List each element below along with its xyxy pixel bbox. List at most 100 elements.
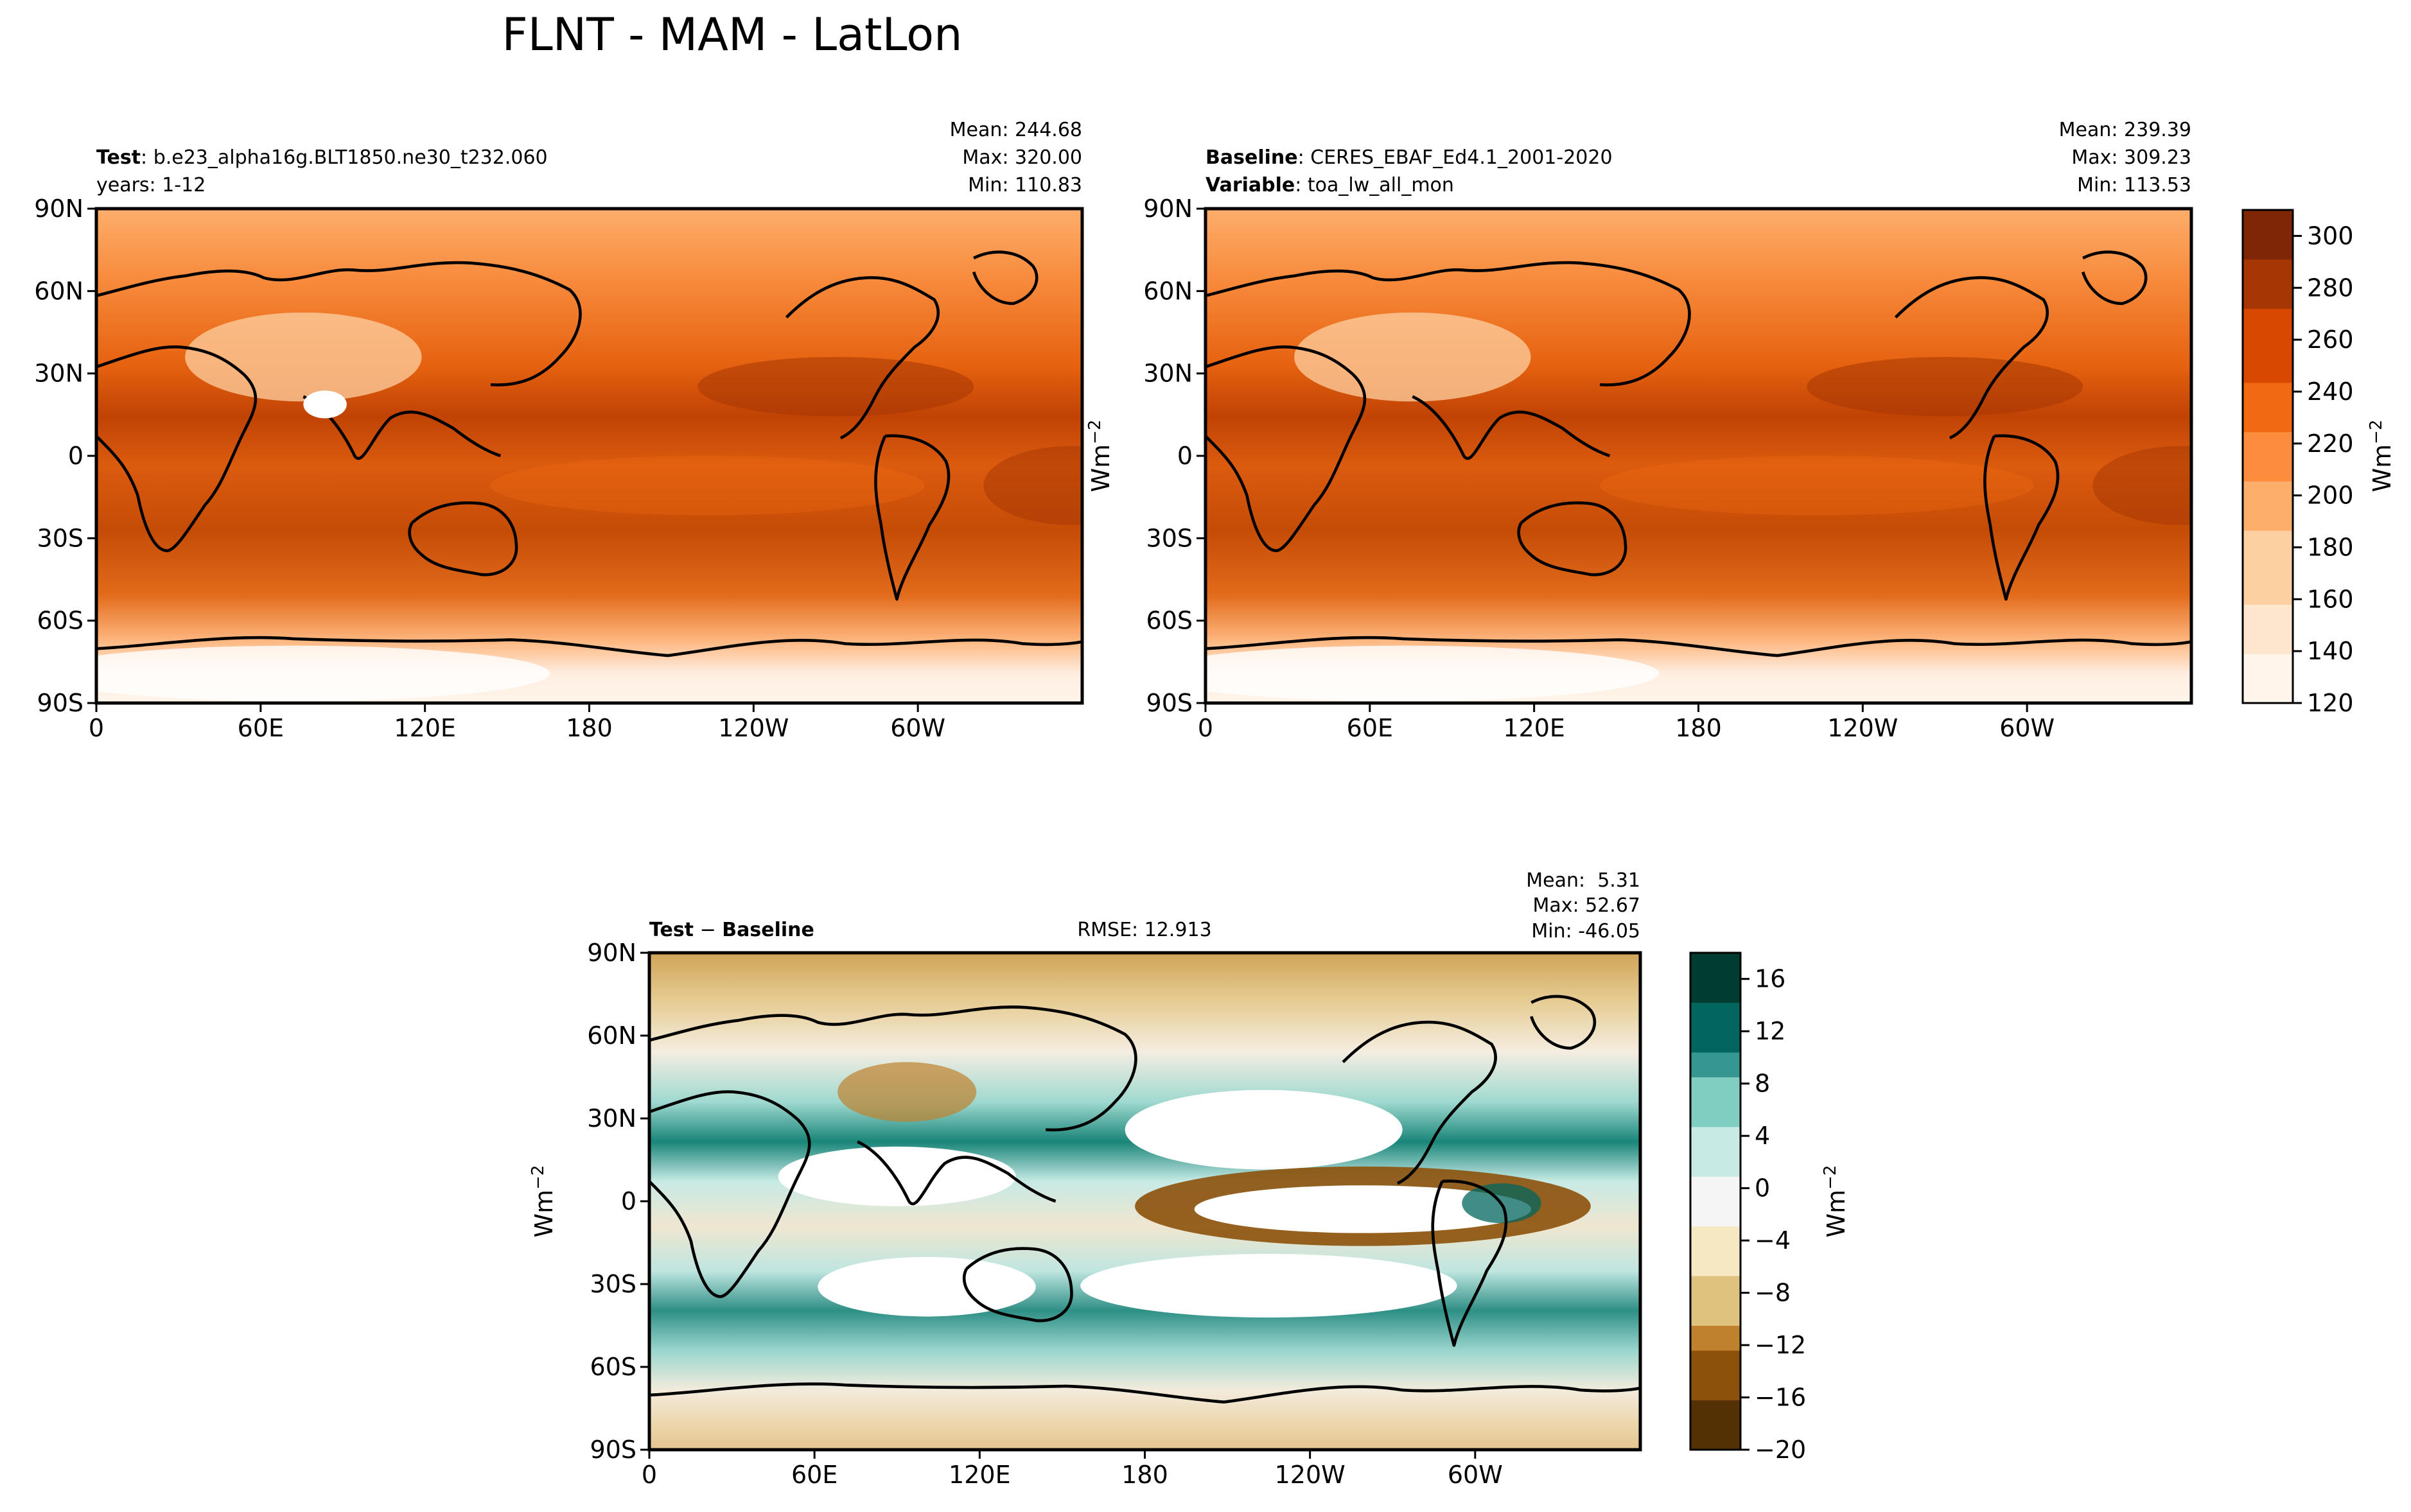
difference-colorbar-band: [1690, 1226, 1740, 1251]
baseline-stat-mean: Mean: 239.39: [2059, 119, 2191, 141]
baseline-label-bold: Baseline: [1206, 146, 1298, 169]
baseline-colorbar-tick-label: 140: [2307, 637, 2354, 665]
difference-colorbar-band: [1690, 1325, 1740, 1351]
baseline-colorbar-tick-label: 240: [2307, 378, 2354, 406]
difference-colorbar-tick-label: −4: [1755, 1226, 1791, 1255]
baseline-colorbar-tick-label: 300: [2307, 222, 2354, 250]
test-ytick-label: 60N: [34, 277, 83, 305]
difference-ylabel-base: Wm: [530, 1190, 558, 1238]
baseline-colorbar-tick-label: 160: [2307, 585, 2354, 613]
test-map: [96, 209, 1082, 703]
difference-colorbar-band: [1690, 1375, 1740, 1401]
test-xtick-label: 0: [89, 714, 104, 742]
difference-label-space-2: [716, 919, 723, 941]
difference-colorbar-tick-label: 8: [1755, 1070, 1770, 1098]
difference-xtick-label: 0: [642, 1461, 657, 1489]
baseline-colorbar-tick-label: 220: [2307, 430, 2354, 458]
difference-colorbar-tick-label: 16: [1755, 965, 1785, 993]
baseline-colorbar-band: [2243, 555, 2293, 580]
baseline-ytick-label: 0: [1177, 442, 1193, 470]
baseline-label-text: CERES_EBAF_Ed4.1_2001-2020: [1310, 146, 1612, 169]
baseline-colorbar-band: [2243, 530, 2293, 556]
difference-colorbar-band: [1690, 1126, 1740, 1152]
difference-colorbar-band: [1690, 1300, 1740, 1326]
difference-stat-max: Max: 52.67: [1532, 894, 1640, 917]
baseline-colorbar-band: [2243, 431, 2293, 457]
baseline-colorbar-label: Wm−2: [2367, 420, 2396, 492]
baseline-colorbar-band: [2243, 678, 2293, 704]
test-label-bold: Test: [96, 146, 141, 169]
difference-colorbar-frame: [1689, 952, 1742, 1451]
test-xtick-label: 180: [566, 714, 613, 742]
baseline-stat-min: Min: 113.53: [2077, 174, 2191, 196]
difference-colorbar-band: [1690, 1400, 1740, 1425]
baseline-colorbar-band: [2243, 358, 2293, 383]
difference-colorbar-band: [1690, 953, 1740, 978]
baseline-xtick-label: 120E: [1503, 714, 1565, 742]
difference-label-baseline: Baseline: [722, 919, 814, 941]
test-years: years: 1-12: [96, 174, 206, 196]
baseline-colorbar-label-base: Wm: [2368, 444, 2396, 492]
baseline-xtick-label: 180: [1675, 714, 1722, 742]
baseline-colorbar-band: [2243, 604, 2293, 630]
difference-colorbar-tick-label: 12: [1755, 1017, 1785, 1045]
difference-map: [649, 953, 1640, 1450]
baseline-ylabel-base: Wm: [1087, 444, 1115, 492]
baseline-variable: Variable: toa_lw_all_mon: [1206, 174, 1454, 196]
difference-axis-ticks: 0 60E 120E 180 120W 60W 90N 60N 30N 0 30S 60S 90S: [587, 939, 1503, 1489]
difference-label-test: Test: [649, 919, 694, 941]
test-ytick-label: 90N: [34, 195, 83, 223]
difference-ytick-label: 30N: [587, 1104, 636, 1133]
difference-xtick-label: 60E: [791, 1461, 837, 1489]
baseline-xtick-label: 120W: [1827, 714, 1898, 742]
difference-colorbar-tick-label: −16: [1755, 1384, 1806, 1412]
baseline-colorbar: 120 140 160 180 200 220 240 260 280 300: [2241, 209, 2354, 717]
difference-colorbar-tick-label: −20: [1755, 1436, 1806, 1464]
baseline-colorbar-band: [2243, 382, 2293, 408]
difference-rmse: RMSE: 12.913: [1077, 919, 1211, 941]
baseline-axis-ticks: 0 60E 120E 180 120W 60W 90N 60N 30N 0 30S 60S 90S: [1143, 195, 2055, 742]
baseline-colorbar-band: [2243, 259, 2293, 284]
difference-xtick-label: 60W: [1448, 1461, 1503, 1489]
difference-colorbar-band: [1690, 1151, 1740, 1177]
difference-ytick-label: 0: [621, 1187, 636, 1215]
baseline-label-colon: :: [1298, 146, 1311, 169]
baseline-ylabel: Wm−2: [1085, 420, 1115, 492]
baseline-xtick-label: 60W: [1999, 714, 2055, 742]
difference-stat-mean: Mean: 5.31: [1526, 869, 1640, 892]
test-stat-max: Max: 320.00: [962, 146, 1082, 169]
difference-xtick-label: 180: [1121, 1461, 1168, 1489]
baseline-xtick-label: 60E: [1347, 714, 1393, 742]
difference-colorbar-tick-label: −8: [1755, 1279, 1791, 1307]
baseline-colorbar-band: [2243, 654, 2293, 679]
baseline-ytick-label: 90S: [1146, 689, 1193, 717]
difference-ytick-label: 90S: [590, 1436, 636, 1464]
baseline-colorbar-tick-label: 180: [2307, 533, 2354, 561]
baseline-colorbar-band: [2243, 210, 2293, 235]
difference-colorbar-band: [1690, 1276, 1740, 1301]
baseline-colorbar-band: [2243, 234, 2293, 260]
test-xtick-label: 120E: [394, 714, 456, 742]
figure-title: FLNT - MAM - LatLon: [502, 8, 963, 61]
baseline-colorbar-band: [2243, 580, 2293, 605]
test-ytick-label: 30S: [37, 524, 83, 552]
panel-difference: Test − Baseline RMSE: 12.913 Mean: 5.31 …: [529, 869, 1850, 1489]
difference-colorbar-tick-label: 4: [1755, 1122, 1770, 1150]
difference-colorbar-tick-label: −12: [1755, 1331, 1806, 1359]
baseline-variable-text: toa_lw_all_mon: [1308, 174, 1454, 196]
difference-colorbar-tick-label: 0: [1755, 1174, 1770, 1203]
baseline-colorbar-band: [2243, 456, 2293, 482]
panel-test: Test: b.e23_alpha16g.BLT1850.ne30_t232.0…: [34, 119, 1084, 742]
difference-colorbar-band: [1690, 977, 1740, 1003]
baseline-colorbar-band: [2243, 505, 2293, 531]
baseline-variable-colon: :: [1295, 174, 1308, 196]
difference-colorbar-band: [1690, 1350, 1740, 1376]
baseline-map: [1206, 209, 2191, 703]
difference-label: Test − Baseline: [649, 919, 814, 941]
baseline-ytick-label: 30N: [1143, 360, 1193, 388]
difference-ytick-label: 60S: [590, 1353, 636, 1381]
difference-ylabel: Wm−2: [529, 1165, 558, 1238]
baseline-colorbar-tick-label: 260: [2307, 326, 2354, 354]
baseline-ytick-label: 60S: [1146, 607, 1193, 635]
